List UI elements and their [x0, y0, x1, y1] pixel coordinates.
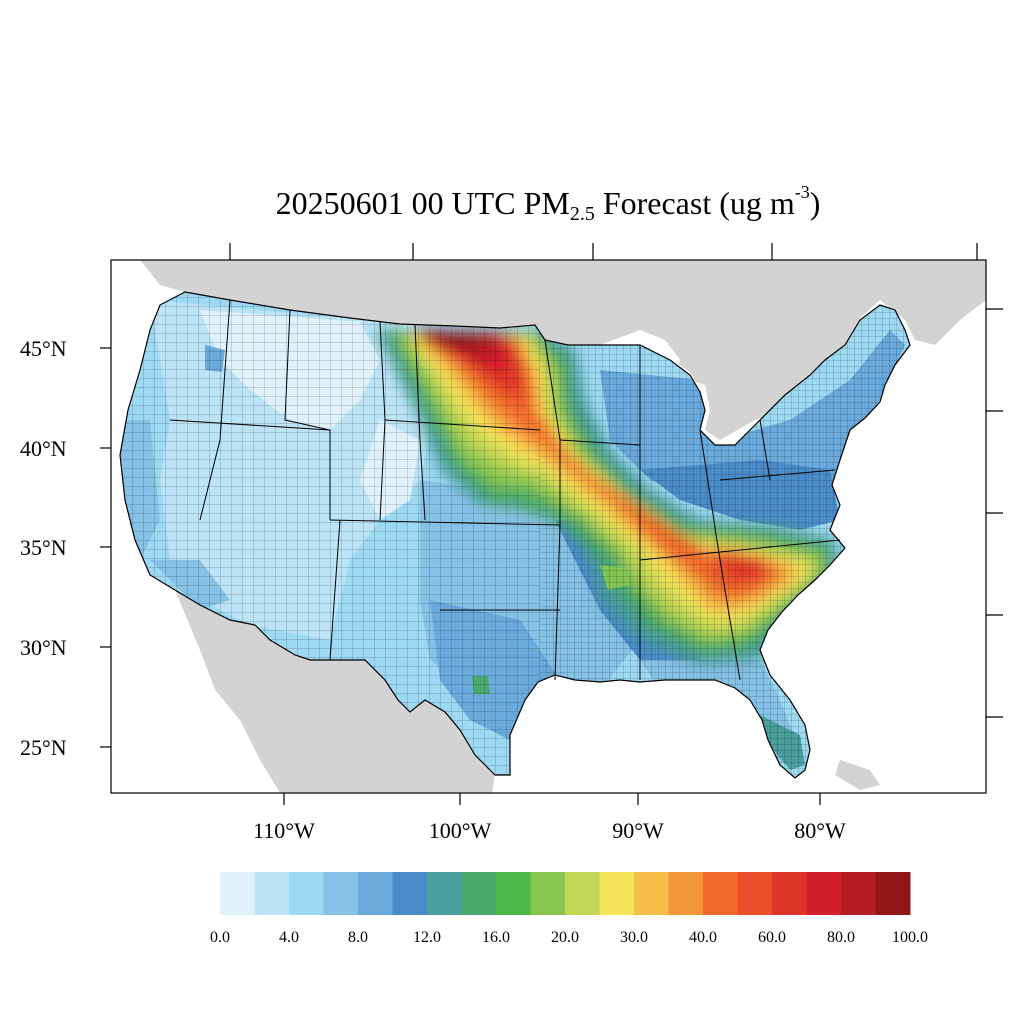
colorbar-swatch [668, 872, 704, 915]
colorbar-label: 80.0 [827, 929, 855, 946]
lon-label-110w: 110°W [253, 818, 315, 843]
lon-label-100w: 100°W [429, 818, 492, 843]
colorbar-label: 8.0 [348, 929, 368, 946]
map-title: 20250601 00 UTC PM2.5 Forecast (ug m-3) [275, 182, 821, 225]
axis-ticks [100, 243, 1003, 805]
lat-label-25: 25°N [20, 735, 67, 760]
colorbar-label: 40.0 [689, 929, 717, 946]
state-borders [169, 299, 841, 681]
lat-label-45: 45°N [20, 336, 67, 361]
colorbar-labels: 0.0 4.0 8.0 12.0 16.0 20.0 30.0 40.0 60.0 80.0 100… [210, 929, 928, 946]
colorbar-label: 30.0 [620, 929, 648, 946]
colorbar-swatch [599, 872, 635, 915]
colorbar-swatch [496, 872, 531, 915]
colorbar-swatch [392, 872, 428, 915]
colorbar [220, 872, 911, 915]
lat-label-40: 40°N [20, 436, 67, 461]
lon-label-90w: 90°W [612, 818, 664, 843]
colorbar-label: 60.0 [758, 929, 786, 946]
colorbar-swatch [841, 872, 876, 915]
colorbar-swatch [427, 872, 462, 915]
lat-label-35: 35°N [20, 535, 67, 560]
colorbar-label: 4.0 [279, 929, 299, 946]
colorbar-swatch [220, 872, 255, 915]
colorbar-label: 12.0 [413, 929, 441, 946]
colorbar-swatch [737, 872, 773, 915]
colorbar-swatch [461, 872, 497, 915]
colorbar-swatch [289, 872, 324, 915]
map-frame [110, 259, 987, 794]
colorbar-swatch [703, 872, 738, 915]
colorbar-swatch [806, 872, 842, 915]
colorbar-swatch [254, 872, 290, 915]
colorbar-label: 100.0 [892, 929, 928, 946]
colorbar-swatch [358, 872, 393, 915]
colorbar-label: 16.0 [482, 929, 510, 946]
canada-landmass [140, 260, 986, 445]
bahamas-cuba-landmass [835, 760, 880, 790]
colorbar-label: 20.0 [551, 929, 579, 946]
colorbar-swatch [323, 872, 359, 915]
colorbar-swatch [634, 872, 669, 915]
lon-label-80w: 80°W [794, 818, 846, 843]
colorbar-swatch [772, 872, 807, 915]
colorbar-swatch [530, 872, 566, 915]
colorbar-swatch [875, 872, 911, 915]
colorbar-swatch [565, 872, 600, 915]
lat-label-30: 30°N [20, 635, 67, 660]
mexico-landmass [175, 590, 495, 793]
colorbar-label: 0.0 [210, 929, 230, 946]
